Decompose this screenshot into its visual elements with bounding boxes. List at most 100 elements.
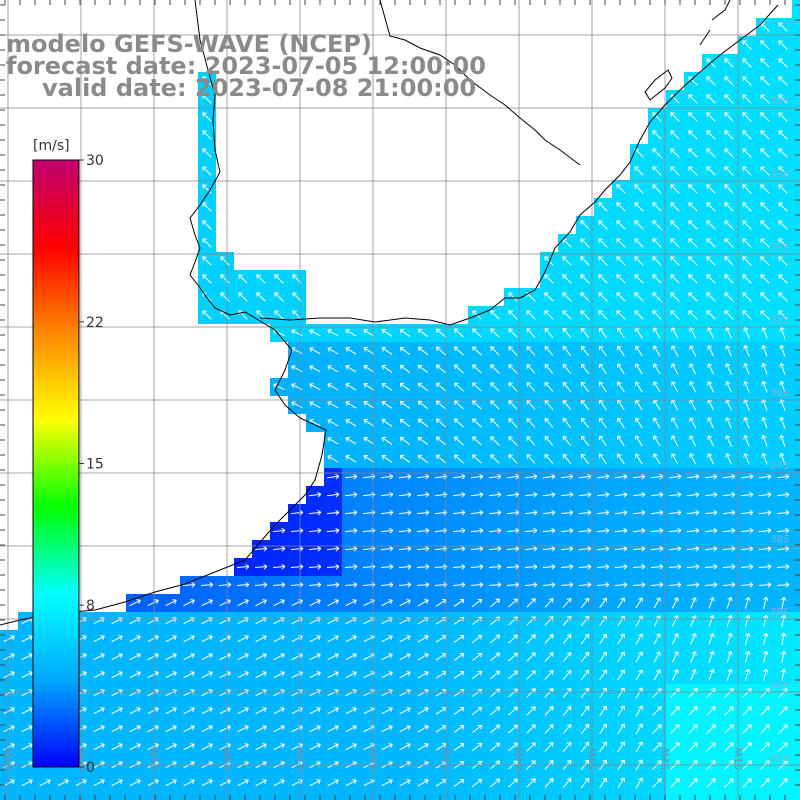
wind-arrow xyxy=(708,632,715,645)
wind-arrow xyxy=(526,418,536,428)
speed-cell xyxy=(792,72,800,90)
wind-arrow xyxy=(580,292,590,302)
wind-arrow xyxy=(580,597,590,609)
wind-arrow xyxy=(760,274,770,284)
wind-arrow xyxy=(273,635,285,643)
wind-arrow xyxy=(634,220,644,230)
wind-arrow xyxy=(724,310,734,320)
wind-arrow xyxy=(326,545,340,552)
wind-arrow xyxy=(614,491,628,498)
wind-arrow xyxy=(506,473,520,480)
wind-arrow xyxy=(616,292,626,302)
speed-cell xyxy=(306,792,324,800)
wind-arrow xyxy=(490,328,500,338)
longitude-label: 51W xyxy=(734,747,745,770)
wind-arrow xyxy=(614,527,628,534)
speed-cell xyxy=(792,216,800,234)
speed-cell xyxy=(162,792,180,800)
wind-arrow xyxy=(562,633,572,644)
wind-arrow xyxy=(472,382,482,392)
latitude-label: 33S xyxy=(770,169,789,180)
wind-arrow xyxy=(776,563,790,570)
wind-arrow xyxy=(707,417,715,429)
wind-arrow xyxy=(722,581,736,588)
wind-arrow xyxy=(688,112,698,122)
speed-cell xyxy=(792,504,800,522)
wind-arrow xyxy=(650,491,664,498)
wind-arrow xyxy=(273,653,285,661)
speed-cell xyxy=(792,666,800,684)
latitude-label: 36S xyxy=(770,388,789,399)
wind-arrow xyxy=(291,347,303,355)
wind-arrow xyxy=(237,653,249,661)
speed-cell xyxy=(90,792,108,800)
wind-arrow xyxy=(670,130,680,140)
wind-arrow xyxy=(704,509,718,516)
wind-arrow xyxy=(416,473,430,480)
wind-arrow xyxy=(490,454,500,464)
wind-arrow xyxy=(454,346,464,356)
wind-arrow xyxy=(580,310,590,320)
wind-arrow xyxy=(309,653,321,661)
wind-arrow xyxy=(724,274,734,284)
wind-arrow xyxy=(578,509,592,516)
wind-arrow xyxy=(544,634,554,644)
wind-arrow xyxy=(599,651,608,663)
wind-arrow xyxy=(617,453,625,465)
wind-arrow xyxy=(470,473,484,480)
speed-cell xyxy=(792,414,800,432)
wind-arrow xyxy=(580,363,590,375)
wind-arrow xyxy=(614,563,628,570)
wind-arrow xyxy=(653,417,661,429)
wind-arrow xyxy=(417,328,429,338)
wind-arrow xyxy=(344,473,358,480)
wind-arrow xyxy=(452,527,466,534)
speed-cell xyxy=(792,270,800,288)
wind-arrow xyxy=(308,509,322,516)
wind-arrow xyxy=(417,599,429,607)
wind-arrow xyxy=(650,545,664,552)
wind-arrow xyxy=(670,112,680,122)
wind-arrow xyxy=(308,563,322,570)
wind-arrow xyxy=(742,40,752,50)
wind-arrow xyxy=(578,545,592,552)
wind-arrow xyxy=(632,581,646,588)
wind-arrow xyxy=(452,545,466,552)
longitude-label: 53W xyxy=(588,747,599,770)
wind-arrow xyxy=(472,364,482,374)
wind-arrow xyxy=(454,400,464,410)
speed-cell xyxy=(792,648,800,666)
wind-arrow xyxy=(345,455,357,463)
wind-arrow xyxy=(650,581,664,588)
wind-arrow xyxy=(147,635,159,643)
wind-arrow xyxy=(147,653,159,661)
wind-arrow xyxy=(472,454,482,464)
wind-arrow xyxy=(778,130,788,140)
wind-arrow xyxy=(598,417,607,429)
wind-arrow xyxy=(617,633,625,645)
wind-arrow xyxy=(399,635,411,643)
speed-cell xyxy=(792,486,800,504)
wind-arrow xyxy=(236,563,250,570)
wind-arrow xyxy=(671,633,679,645)
wind-arrow xyxy=(616,238,626,248)
wind-arrow xyxy=(740,509,754,516)
latitude-label: 35S xyxy=(770,315,789,326)
wind-arrow xyxy=(381,653,393,661)
wind-arrow xyxy=(598,345,607,357)
wind-arrow xyxy=(345,599,357,607)
wind-arrow xyxy=(671,435,679,447)
wind-arrow xyxy=(453,634,465,643)
wind-arrow xyxy=(740,563,754,570)
wind-arrow xyxy=(202,202,212,212)
wind-arrow xyxy=(526,382,536,392)
wind-arrow xyxy=(562,274,572,284)
speed-cell xyxy=(792,720,800,738)
wind-arrow xyxy=(616,274,626,284)
speed-cell xyxy=(468,792,486,800)
wind-arrow xyxy=(344,581,358,588)
longitude-label: 58W xyxy=(223,747,234,770)
wind-arrow xyxy=(596,581,610,588)
wind-arrow xyxy=(254,563,268,570)
wind-arrow xyxy=(724,76,734,86)
